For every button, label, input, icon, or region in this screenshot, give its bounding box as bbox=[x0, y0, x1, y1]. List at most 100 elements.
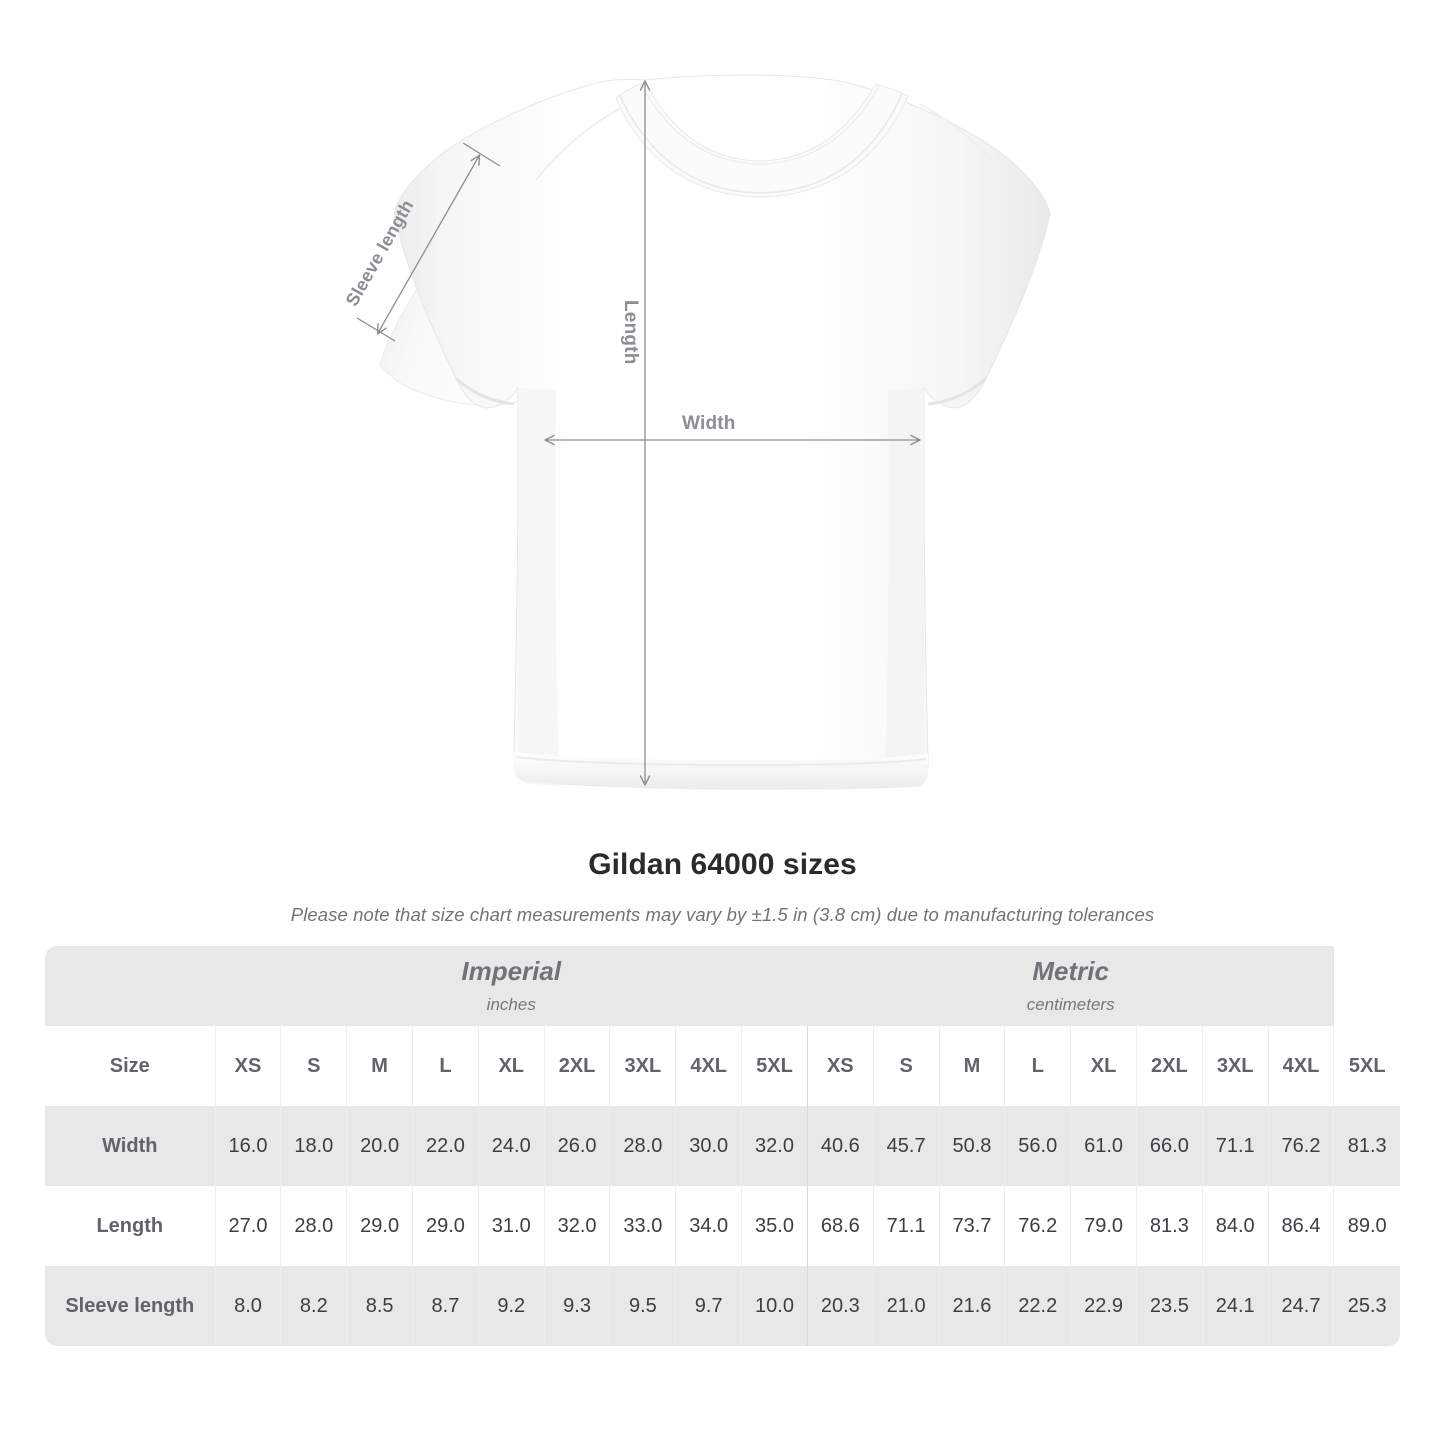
cell-sleeve-s-metric: 21.0 bbox=[872, 1266, 940, 1346]
cell-width-2xl-metric: 66.0 bbox=[1135, 1106, 1203, 1186]
cell-width-4xl-metric: 76.2 bbox=[1267, 1106, 1334, 1186]
length-dimension-label: Length bbox=[620, 300, 641, 365]
cell-width-4xl-imperial: 30.0 bbox=[675, 1106, 742, 1186]
cell-length-4xl-metric: 86.4 bbox=[1267, 1186, 1334, 1266]
cell-sleeve-xs-metric: 20.3 bbox=[806, 1266, 874, 1346]
cell-sleeve-l-imperial: 8.7 bbox=[412, 1266, 479, 1346]
metric-banner-cell: Metric centimeters bbox=[807, 946, 1334, 1026]
cell-length-2xl-metric: 81.3 bbox=[1135, 1186, 1203, 1266]
cell-sleeve-4xl-imperial: 9.7 bbox=[675, 1266, 742, 1346]
size-header-2xl-imperial: 2XL bbox=[543, 1026, 610, 1106]
size-header-3xl-metric: 3XL bbox=[1201, 1026, 1269, 1106]
size-header-4xl-metric: 4XL bbox=[1267, 1026, 1334, 1106]
size-header-m-imperial: M bbox=[346, 1026, 413, 1106]
metric-unit-name: Metric bbox=[1032, 955, 1109, 986]
size-header-5xl-metric: 5XL bbox=[1333, 1026, 1400, 1106]
metric-unit-sub: centimeters bbox=[1026, 995, 1115, 1015]
imperial-banner-cell: Imperial inches bbox=[215, 946, 808, 1026]
size-header-m-metric: M bbox=[938, 1026, 1005, 1106]
hem-stitch bbox=[515, 756, 927, 767]
tshirt-illustration bbox=[356, 74, 1051, 790]
cell-width-2xl-imperial: 26.0 bbox=[543, 1106, 610, 1186]
size-header-label: Size bbox=[45, 1026, 216, 1106]
row-label-length: Length bbox=[45, 1186, 216, 1266]
size-chart-heading: Gildan 64000 sizes Please note that size… bbox=[0, 848, 1445, 926]
cell-width-s-imperial: 18.0 bbox=[280, 1106, 347, 1186]
cell-length-5xl-metric: 89.0 bbox=[1333, 1186, 1400, 1266]
cell-length-xs-imperial: 27.0 bbox=[214, 1186, 281, 1266]
cell-sleeve-2xl-imperial: 9.3 bbox=[543, 1266, 610, 1346]
size-header-xl-imperial: XL bbox=[477, 1026, 545, 1106]
body-shadow-left bbox=[518, 388, 560, 786]
size-header-4xl-imperial: 4XL bbox=[675, 1026, 742, 1106]
sleeve-length-arrow bbox=[376, 154, 481, 335]
cell-width-3xl-metric: 71.1 bbox=[1201, 1106, 1269, 1186]
tolerance-note: Please note that size chart measurements… bbox=[290, 904, 1155, 925]
size-header-l-imperial: L bbox=[412, 1026, 479, 1106]
table-row-length: Length 27.0 28.0 29.0 29.0 31.0 32.0 33.… bbox=[45, 1186, 1400, 1266]
cell-width-xl-metric: 61.0 bbox=[1070, 1106, 1137, 1186]
cell-length-m-metric: 73.7 bbox=[938, 1186, 1005, 1266]
size-header-5xl-imperial: 5XL bbox=[741, 1026, 808, 1106]
cell-width-5xl-metric: 81.3 bbox=[1333, 1106, 1400, 1186]
size-header-s-imperial: S bbox=[280, 1026, 347, 1106]
sleeve-tick-top bbox=[462, 142, 501, 167]
cell-sleeve-m-imperial: 8.5 bbox=[346, 1266, 413, 1346]
cell-length-2xl-imperial: 32.0 bbox=[543, 1186, 610, 1266]
cell-width-m-imperial: 20.0 bbox=[346, 1106, 413, 1186]
width-dimension-label: Width bbox=[682, 413, 736, 434]
cell-width-3xl-imperial: 28.0 bbox=[609, 1106, 676, 1186]
cell-sleeve-4xl-metric: 24.7 bbox=[1267, 1266, 1334, 1346]
cell-length-3xl-imperial: 33.0 bbox=[609, 1186, 676, 1266]
collar-rib bbox=[615, 81, 909, 198]
size-chart-table-container: Imperial inches Metric centimeters Size … bbox=[45, 946, 1400, 1346]
cell-sleeve-5xl-metric: 25.3 bbox=[1333, 1266, 1400, 1346]
size-header-xl-metric: XL bbox=[1070, 1026, 1137, 1106]
left-sleeve-hem bbox=[454, 376, 515, 406]
cell-length-l-imperial: 29.0 bbox=[412, 1186, 479, 1266]
cell-sleeve-5xl-imperial: 10.0 bbox=[741, 1266, 808, 1346]
row-label-sleeve-length: Sleeve length bbox=[45, 1266, 216, 1346]
cell-sleeve-m-metric: 21.6 bbox=[938, 1266, 1005, 1346]
cell-length-s-imperial: 28.0 bbox=[280, 1186, 347, 1266]
row-label-width: Width bbox=[45, 1106, 216, 1186]
banner-spacer bbox=[45, 946, 216, 1026]
cell-length-s-metric: 71.1 bbox=[872, 1186, 940, 1266]
cell-width-xl-imperial: 24.0 bbox=[477, 1106, 545, 1186]
cell-sleeve-3xl-imperial: 9.5 bbox=[609, 1266, 676, 1346]
size-header-row: Size XS S M L XL 2XL 3XL 4XL 5XL XS S M … bbox=[45, 1026, 1400, 1106]
table-row-width: Width 16.0 18.0 20.0 22.0 24.0 26.0 28.0… bbox=[45, 1106, 1400, 1186]
collar-outer-edge bbox=[640, 83, 880, 165]
cell-width-xs-imperial: 16.0 bbox=[214, 1106, 281, 1186]
cell-length-m-imperial: 29.0 bbox=[346, 1186, 413, 1266]
size-header-2xl-metric: 2XL bbox=[1135, 1026, 1203, 1106]
right-shoulder-seam bbox=[919, 103, 1007, 181]
left-shoulder-seam bbox=[535, 103, 629, 181]
cell-sleeve-l-metric: 22.2 bbox=[1004, 1266, 1071, 1346]
cell-length-5xl-imperial: 35.0 bbox=[741, 1186, 808, 1266]
cell-width-s-metric: 45.7 bbox=[872, 1106, 940, 1186]
sleeve-tick-bottom bbox=[356, 317, 396, 342]
cell-length-3xl-metric: 84.0 bbox=[1201, 1186, 1269, 1266]
unit-banner-row: Imperial inches Metric centimeters bbox=[45, 946, 1400, 1026]
collar-inner-edge bbox=[619, 93, 903, 194]
cell-length-xl-imperial: 31.0 bbox=[477, 1186, 545, 1266]
imperial-unit-sub: inches bbox=[486, 995, 536, 1015]
table-row-sleeve-length: Sleeve length 8.0 8.2 8.5 8.7 9.2 9.3 9.… bbox=[45, 1266, 1400, 1346]
cell-width-l-metric: 56.0 bbox=[1004, 1106, 1071, 1186]
cell-width-xs-metric: 40.6 bbox=[806, 1106, 874, 1186]
body-shadow-right bbox=[884, 388, 924, 787]
size-header-l-metric: L bbox=[1004, 1026, 1071, 1106]
size-header-3xl-imperial: 3XL bbox=[609, 1026, 676, 1106]
cell-sleeve-2xl-metric: 23.5 bbox=[1135, 1266, 1203, 1346]
tshirt-size-diagram: Width Length Sleeve length bbox=[342, 74, 1051, 790]
cell-sleeve-s-imperial: 8.2 bbox=[280, 1266, 347, 1346]
bottom-hem bbox=[513, 752, 928, 790]
cell-sleeve-xs-imperial: 8.0 bbox=[214, 1266, 281, 1346]
cell-length-xl-metric: 79.0 bbox=[1070, 1186, 1137, 1266]
size-header-xs-metric: XS bbox=[806, 1026, 874, 1106]
cell-length-4xl-imperial: 34.0 bbox=[675, 1186, 742, 1266]
cell-sleeve-xl-imperial: 9.2 bbox=[477, 1266, 545, 1346]
cell-width-m-metric: 50.8 bbox=[938, 1106, 1005, 1186]
cell-sleeve-3xl-metric: 24.1 bbox=[1201, 1266, 1269, 1346]
